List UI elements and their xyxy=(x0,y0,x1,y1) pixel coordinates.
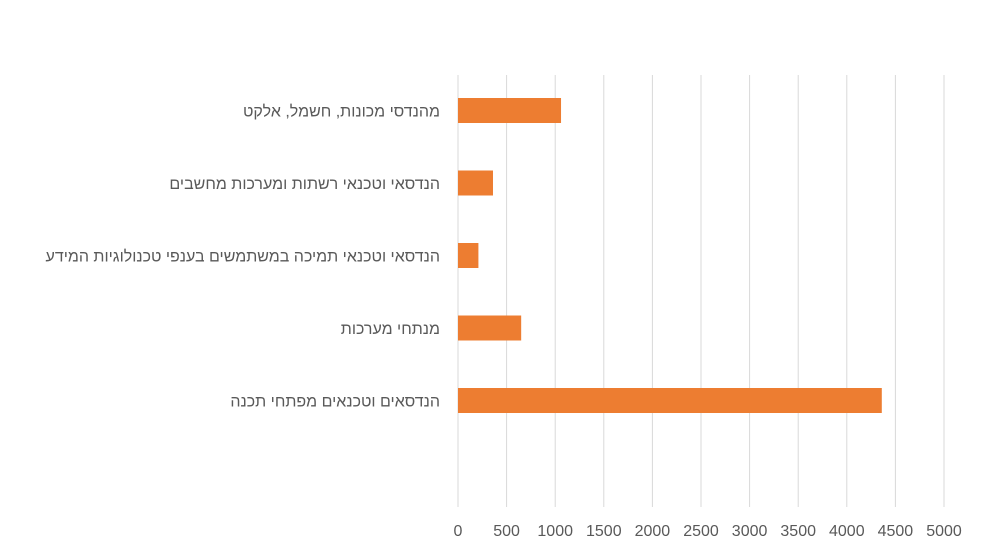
x-tick-label: 500 xyxy=(493,523,520,540)
bar xyxy=(458,315,522,341)
x-tick-label: 5000 xyxy=(926,523,962,540)
category-label: מנתחי מערכות xyxy=(341,321,440,338)
bar xyxy=(458,98,562,123)
category-label: הנדסאי וטכנאי תמיכה במשתמשים בענפי טכנול… xyxy=(46,248,440,266)
x-tick-label: 1000 xyxy=(537,523,573,540)
x-tick-label: 4500 xyxy=(878,523,914,540)
x-axis-ticks: 0 500 1000 1500 2000 2500 3000 3500 4000 4500 5000 xyxy=(454,523,962,540)
category-label: הנדסאי וטכנאי רשתות ומערכות מחשבים xyxy=(169,176,440,193)
y-axis-category-labels: מהנדסי מכונות, חשמל, אלקט הנדסאי וטכנאי ר… xyxy=(46,103,440,411)
x-tick-label: 0 xyxy=(454,523,463,540)
bar xyxy=(458,388,882,413)
x-tick-label: 1500 xyxy=(586,523,622,540)
bar xyxy=(458,170,493,196)
x-tick-label: 3000 xyxy=(732,523,768,540)
bars xyxy=(458,98,882,413)
x-tick-label: 4000 xyxy=(829,523,865,540)
x-tick-label: 2500 xyxy=(683,523,719,540)
bar xyxy=(458,243,479,268)
x-tick-label: 2000 xyxy=(635,523,671,540)
category-label: הנדסאים וטכנאים מפתחי תכנה xyxy=(230,394,440,411)
x-tick-label: 3500 xyxy=(780,523,816,540)
category-label: מהנדסי מכונות, חשמל, אלקט xyxy=(243,103,440,121)
gridlines xyxy=(457,75,945,507)
